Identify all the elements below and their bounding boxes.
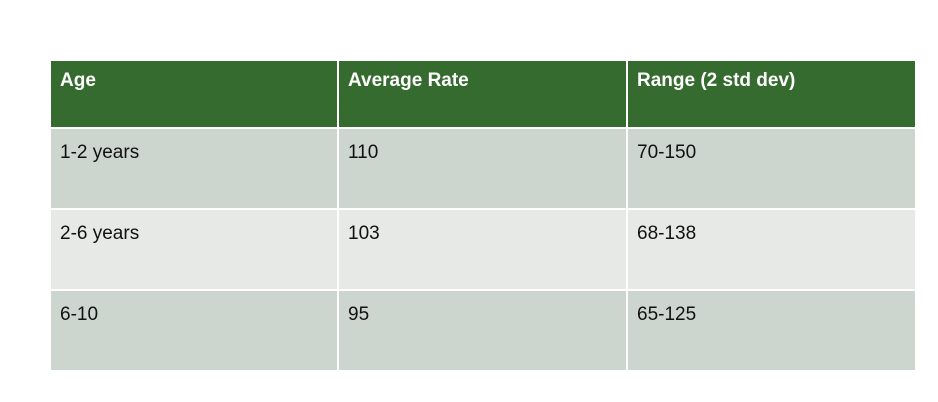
header-row: Age Average Rate Range (2 std dev) — [49, 59, 917, 129]
table-cell: 103 — [337, 208, 628, 291]
table-cell: 1-2 years — [49, 127, 339, 210]
table-row: 6-10 95 65-125 — [49, 289, 917, 372]
table-row: 2-6 years 103 68-138 — [49, 208, 917, 291]
table-cell: 68-138 — [626, 208, 917, 291]
table-row: 1-2 years 110 70-150 — [49, 127, 917, 210]
table-cell: 6-10 — [49, 289, 339, 372]
table-cell: 2-6 years — [49, 208, 339, 291]
header-cell: Average Rate — [337, 59, 628, 129]
table-cell: 110 — [337, 127, 628, 210]
table-cell: 70-150 — [626, 127, 917, 210]
header-cell: Age — [49, 59, 339, 129]
table-cell: 95 — [337, 289, 628, 372]
table-cell: 65-125 — [626, 289, 917, 372]
header-cell: Range (2 std dev) — [626, 59, 917, 129]
data-table: Age Average Rate Range (2 std dev) 1-2 yea… — [49, 59, 917, 372]
table-body: 1-2 years 110 70-150 2-6 years 103 68-138 6-10… — [49, 127, 917, 372]
